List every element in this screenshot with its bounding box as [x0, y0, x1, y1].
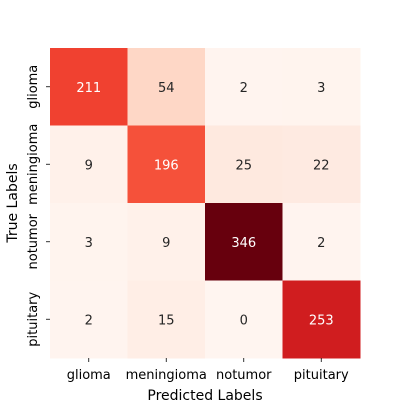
heatmap-cell-1-1 — [127, 125, 206, 204]
heatmap-cell-2-0 — [50, 203, 128, 281]
heatmap-cell-2-1 — [127, 203, 206, 281]
y-tick-label-meningioma: meningioma — [26, 124, 41, 205]
cell-value-label-0-2: 2 — [240, 81, 248, 96]
cell-value-label-1-3: 22 — [313, 158, 330, 173]
x-axis-title: Predicted Labels — [147, 388, 262, 400]
cell-value-label-0-1: 54 — [158, 81, 175, 96]
heatmap-cell-1-0 — [50, 125, 128, 204]
heatmap-cell-3-2 — [205, 280, 283, 359]
cell-value-label-0-0: 211 — [76, 81, 101, 96]
heatmap-cell-0-1 — [127, 48, 206, 126]
cell-value-label-3-1: 15 — [158, 313, 175, 328]
cell-value-label-3-3: 253 — [309, 313, 334, 328]
cell-value-label-1-0: 9 — [85, 158, 93, 173]
y-tick-label-pituitary: pituitary — [26, 291, 41, 346]
y-tick-label-glioma: glioma — [26, 65, 41, 109]
cell-value-label-2-3: 2 — [317, 236, 325, 251]
heatmap-cell-2-2 — [205, 203, 283, 281]
x-tick-label-glioma: glioma — [67, 368, 111, 383]
heatmap-cell-3-3 — [282, 280, 361, 359]
cell-value-label-3-0: 2 — [85, 313, 93, 328]
heatmap-cell-2-3 — [282, 203, 361, 281]
heatmap-cell-0-2 — [205, 48, 283, 126]
cell-value-label-3-2: 0 — [240, 313, 248, 328]
cell-value-labels: 211 54 2 39 196 25 223 9 346 22 15 0 253 — [76, 81, 333, 329]
heatmap-cell-1-2 — [205, 125, 283, 204]
heatmap-cell-0-0 — [50, 48, 128, 126]
cell-value-label-2-0: 3 — [85, 236, 93, 251]
heatmap-cell-0-3 — [282, 48, 361, 126]
x-tick-label-meningioma: meningioma — [126, 368, 207, 383]
heatmap-cell-1-3 — [282, 125, 361, 204]
y-tick-label-notumor: notumor — [26, 213, 41, 269]
heatmap-cell-3-0 — [50, 280, 128, 359]
cell-value-label-0-3: 3 — [317, 81, 325, 96]
x-axis-ticks: glioma meningioma notumor pituitary — [67, 358, 349, 383]
cell-value-label-1-2: 25 — [235, 158, 252, 173]
cell-value-label-2-2: 346 — [231, 236, 256, 251]
x-tick-label-notumor: notumor — [216, 368, 272, 383]
heatmap-cells — [50, 48, 361, 359]
x-tick-label-pituitary: pituitary — [294, 368, 349, 383]
y-axis-ticks: glioma meningioma notumor pituitary — [26, 65, 50, 347]
cell-value-label-1-1: 196 — [154, 158, 179, 173]
cell-value-label-2-1: 9 — [162, 236, 170, 251]
y-axis-title: True Labels — [5, 163, 21, 243]
heatmap-cell-3-1 — [127, 280, 206, 359]
